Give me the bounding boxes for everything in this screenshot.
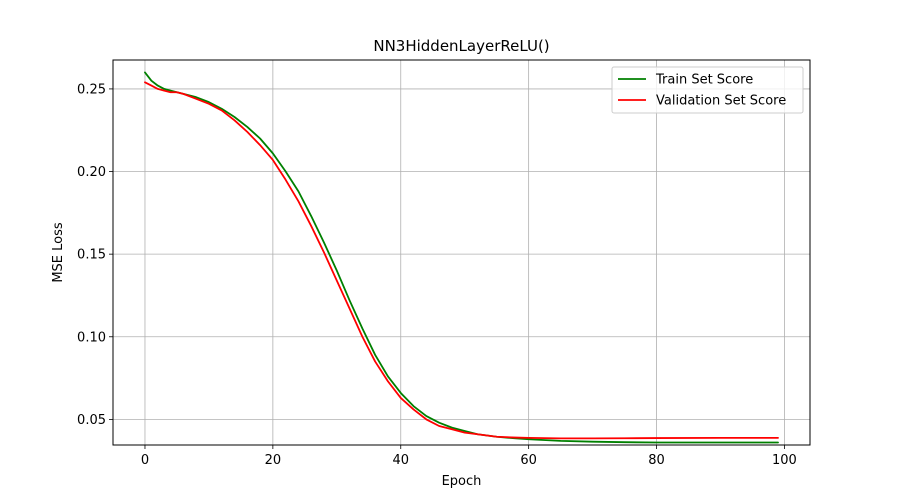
x-tick-label: 40	[392, 453, 409, 468]
x-tick-label: 60	[520, 453, 537, 468]
y-tick-label: 0.25	[77, 82, 106, 97]
x-axis-title: Epoch	[442, 474, 482, 489]
x-tick-label: 100	[772, 453, 797, 468]
y-tick-label: 0.15	[77, 248, 106, 263]
y-tick-label: 0.20	[77, 165, 106, 180]
legend-label: Validation Set Score	[656, 94, 786, 109]
y-axis-title: MSE Loss	[51, 222, 66, 283]
legend-box	[611, 66, 804, 114]
chart-title: NN3HiddenLayerReLU()	[373, 37, 549, 55]
legend-label: Train Set Score	[655, 73, 753, 88]
y-tick-label: 0.05	[77, 413, 106, 428]
x-tick-label: 20	[265, 453, 282, 468]
y-tick-label: 0.10	[77, 330, 106, 345]
series-line-validation-set-score	[144, 81, 779, 440]
x-tick-label: 0	[141, 453, 149, 468]
legend: Train Set Score Validation Set Score	[611, 66, 804, 114]
plot-frame	[112, 59, 811, 446]
x-tick-label: 80	[648, 453, 665, 468]
series-layer	[144, 71, 779, 444]
ticks: 0 20 40 60 80 100 0.05 0.10 0.15 0.20 0.25	[77, 82, 797, 468]
